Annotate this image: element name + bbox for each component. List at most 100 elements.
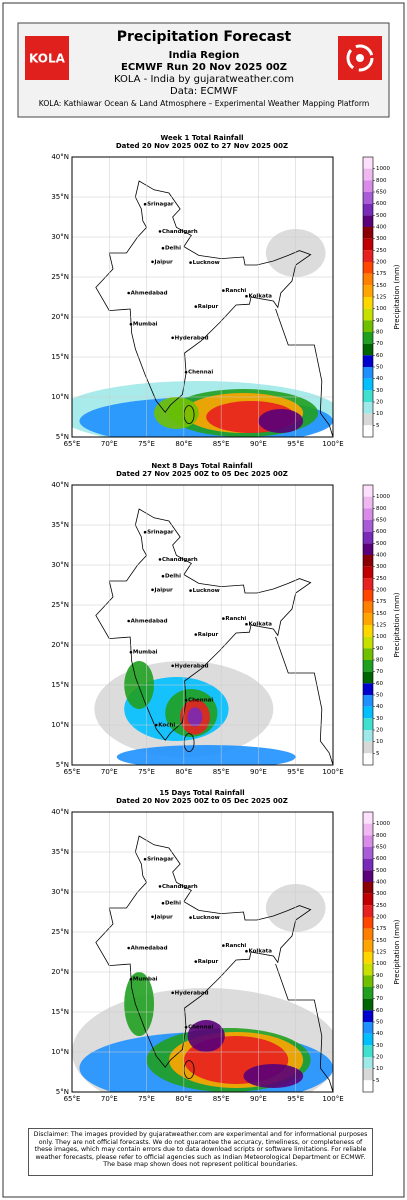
- y-tick-label: 25°N: [51, 928, 69, 936]
- city-dot: [129, 977, 133, 981]
- logo-text: KOLA: [29, 52, 66, 66]
- colorbar-cell: [363, 413, 373, 426]
- colorbar-tick-label: 20: [376, 728, 383, 734]
- rain-layer: [72, 835, 333, 1092]
- colorbar-tick-label: 100: [376, 306, 387, 312]
- city-dot: [158, 885, 162, 888]
- source: KOLA - India by gujaratweather.com: [114, 74, 294, 85]
- city-label: Ahmedabad: [131, 619, 168, 625]
- y-tick-label: 15°N: [51, 353, 69, 361]
- city-label: Ahmedabad: [131, 291, 168, 297]
- colorbar-cell: [363, 320, 373, 332]
- colorbar-tick-label: 650: [376, 518, 387, 524]
- city-dot: [154, 723, 158, 727]
- colorbar-tick-label: 500: [376, 868, 387, 874]
- colorbar-cell: [363, 1033, 373, 1046]
- colorbar-cell: [363, 215, 373, 227]
- colorbar-cell: [363, 1022, 373, 1034]
- colorbar-tick-label: 80: [376, 658, 383, 664]
- colorbar-tick-label: 10: [376, 411, 383, 417]
- colorbar-tick-label: 50: [376, 693, 383, 699]
- x-tick-label: 80°E: [175, 1095, 192, 1103]
- city-label: Jaipur: [154, 914, 173, 920]
- x-tick-label: 80°E: [175, 440, 192, 448]
- colorbar-cell: [363, 355, 373, 367]
- city-dot: [127, 291, 130, 295]
- rain-area: [187, 1020, 225, 1052]
- colorbar-tick-label: 30: [376, 1043, 383, 1049]
- city-dot: [127, 946, 130, 950]
- colorbar-cell: [363, 998, 373, 1011]
- colorbar-tick-label: 10: [376, 739, 383, 745]
- colorbar-tick-label: 60: [376, 681, 383, 687]
- city-label: Srinagar: [147, 202, 174, 208]
- x-tick-label: 100°E: [322, 440, 343, 448]
- india-outline: [95, 508, 312, 741]
- colorbar-cell: [363, 402, 373, 414]
- colorbar-cell: [363, 975, 373, 987]
- colorbar-tick-label: 300: [376, 891, 387, 897]
- colorbar-tick-label: 40: [376, 1031, 383, 1037]
- colorbar-tick-label: 125: [376, 950, 387, 956]
- colorbar-tick-label: 50: [376, 365, 383, 371]
- colorbar-label: Precipitation (mm): [393, 919, 401, 984]
- colorbar-tick-label: 5: [376, 1078, 380, 1084]
- city-dot: [189, 261, 192, 264]
- colorbar-cell: [363, 695, 373, 707]
- colorbar-label: Precipitation (mm): [393, 592, 401, 657]
- y-tick-label: 30°N: [51, 561, 69, 569]
- city-label: Kolkata: [248, 294, 272, 300]
- colorbar-tick-label: 1000: [376, 821, 390, 827]
- colorbar-tick-label: 200: [376, 260, 387, 266]
- city-dot: [184, 1025, 188, 1029]
- y-tick-label: 30°N: [51, 233, 69, 241]
- city-dot: [184, 370, 188, 374]
- city-label: Hyderabad: [175, 663, 209, 669]
- disclaimer: Disclaimer: The images provided by gujar…: [28, 1128, 373, 1176]
- city-dot: [171, 664, 174, 668]
- city-dot: [171, 336, 174, 340]
- colorbar-tick-label: 60: [376, 1008, 383, 1014]
- colorbar-cell: [363, 1045, 373, 1057]
- colorbar-tick-label: 650: [376, 190, 387, 196]
- colorbar-tick-label: 125: [376, 623, 387, 629]
- x-tick-label: 70°E: [101, 440, 118, 448]
- india-outline: [95, 180, 312, 413]
- y-tick-label: 5°N: [56, 433, 69, 441]
- colorbar-cell: [363, 332, 373, 344]
- colorbar-cell: [363, 1010, 373, 1022]
- colorbar-cell: [363, 578, 373, 590]
- city-dot: [151, 588, 154, 592]
- city-dot: [194, 633, 198, 636]
- city-label: Lucknow: [193, 260, 220, 266]
- title: Precipitation Forecast: [117, 29, 292, 45]
- colorbar-tick-label: 1000: [376, 166, 390, 172]
- colorbar-tick-label: 300: [376, 236, 387, 242]
- colorbar-cell: [363, 203, 373, 216]
- colorbar-tick-label: 250: [376, 576, 387, 582]
- colorbar-tick-label: 5: [376, 423, 380, 429]
- city-dot: [222, 944, 225, 947]
- city-label: Hyderabad: [175, 990, 209, 996]
- colorbar-tick-label: 100: [376, 634, 387, 640]
- city-dot: [129, 650, 133, 654]
- colorbar-cell: [363, 343, 373, 356]
- y-tick-label: 20°N: [51, 641, 69, 649]
- colorbar-tick-label: 500: [376, 541, 387, 547]
- y-tick-label: 10°N: [51, 1048, 69, 1056]
- colorbar-cell: [363, 858, 373, 871]
- city-label: Jaipur: [154, 587, 173, 593]
- city-label: Srinagar: [147, 857, 174, 863]
- colorbar-tick-label: 800: [376, 506, 387, 512]
- x-tick-label: 90°E: [250, 440, 267, 448]
- x-tick-label: 65°E: [64, 768, 81, 776]
- region: India Region: [169, 50, 240, 61]
- city-label: Lucknow: [193, 588, 220, 594]
- colorbar-cell: [363, 812, 373, 824]
- city-dot: [161, 246, 165, 250]
- colorbar-tick-label: 175: [376, 599, 387, 605]
- swirl-center: [356, 54, 364, 62]
- x-tick-label: 75°E: [138, 1095, 155, 1103]
- x-tick-label: 90°E: [250, 1095, 267, 1103]
